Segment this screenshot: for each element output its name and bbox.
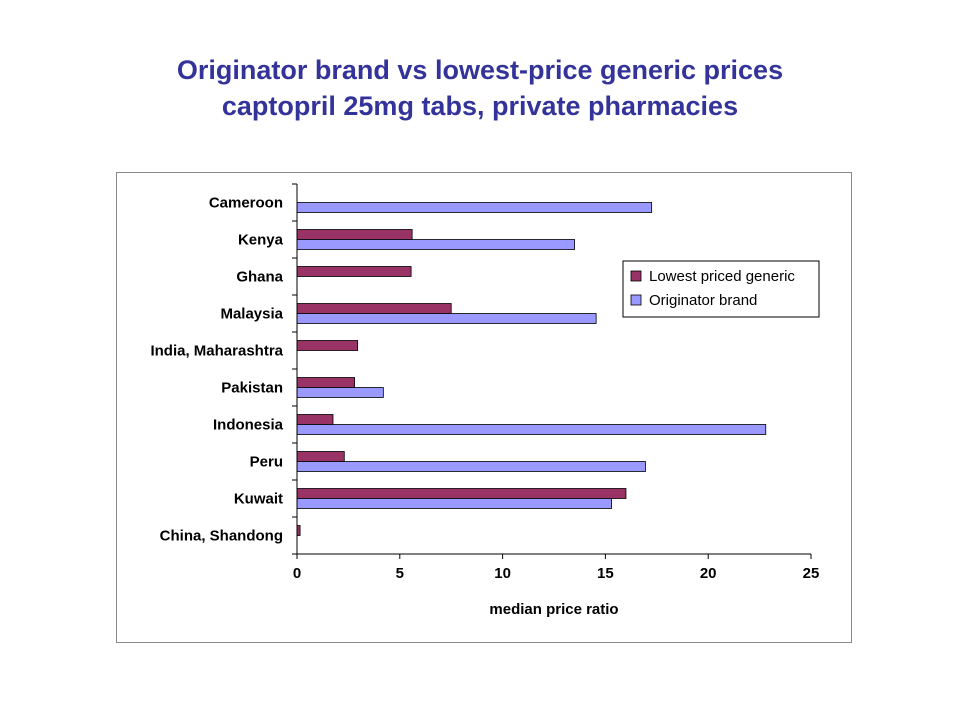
legend-swatch-originator-brand [630,294,642,306]
y-tick-label-pakistan: Pakistan [221,380,283,397]
y-tick-label-kenya: Kenya [238,232,284,249]
legend: Lowest priced generic Originator brand [622,260,820,318]
y-tick-label-ghana: Ghana [236,269,283,286]
bar-originator-brand-kenya [296,239,575,250]
chart-title-line-1: Originator brand vs lowest-price generic… [176,55,784,85]
bar-originator-brand-kuwait [296,498,612,509]
bar-lowest-priced-generic-kuwait [296,488,627,499]
bar-lowest-priced-generic-malaysia [296,303,452,314]
x-tick-label: 5 [396,565,404,582]
chart-title: Originator brand vs lowest-price generic… [0,52,960,124]
bar-originator-brand-indonesia [296,424,767,435]
bar-lowest-priced-generic-pakistan [296,377,355,388]
bar-lowest-priced-generic-kenya [296,229,413,240]
bar-lowest-priced-generic-peru [296,451,345,462]
x-tick-label: 25 [803,565,820,582]
bar-chart: Cameroon Kenya Ghana Malaysia India, Maharas… [150,183,820,618]
axes-group: Cameroon Kenya Ghana Malaysia India, Maharas… [150,183,820,618]
bar-originator-brand-pakistan [296,387,384,398]
y-tick-label-kuwait: Kuwait [234,491,283,508]
bar-originator-brand-cameroon [296,202,653,213]
x-tick-label: 15 [597,565,614,582]
x-tick-label: 10 [494,565,511,582]
legend-swatch-lowest-priced-generic [630,270,642,282]
y-tick-label-peru: Peru [250,454,283,471]
bars-group [296,202,767,536]
x-tick-label: 20 [700,565,717,582]
bar-lowest-priced-generic-indonesia [296,414,334,425]
bar-lowest-priced-generic-india-maharashtra [296,340,359,351]
chart-title-line-2: captopril 25mg tabs, private pharmacies [221,91,739,121]
bar-lowest-priced-generic-ghana [296,266,412,277]
legend-label-lowest-priced-generic: Lowest priced generic [649,268,795,285]
y-tick-label-india-maharashtra: India, Maharashtra [150,343,283,360]
bar-originator-brand-peru [296,461,646,472]
legend-label-originator-brand: Originator brand [649,292,757,309]
chart-area: Cameroon Kenya Ghana Malaysia India, Maharas… [116,172,852,643]
x-axis-title: median price ratio [489,601,618,618]
legend-box [622,260,820,318]
y-tick-label-indonesia: Indonesia [213,417,284,434]
y-tick-label-china-shandong: China, Shandong [160,528,283,545]
x-tick-label: 0 [293,565,301,582]
y-tick-label-cameroon: Cameroon [209,195,283,212]
y-tick-label-malaysia: Malaysia [220,306,283,323]
bar-originator-brand-malaysia [296,313,597,324]
